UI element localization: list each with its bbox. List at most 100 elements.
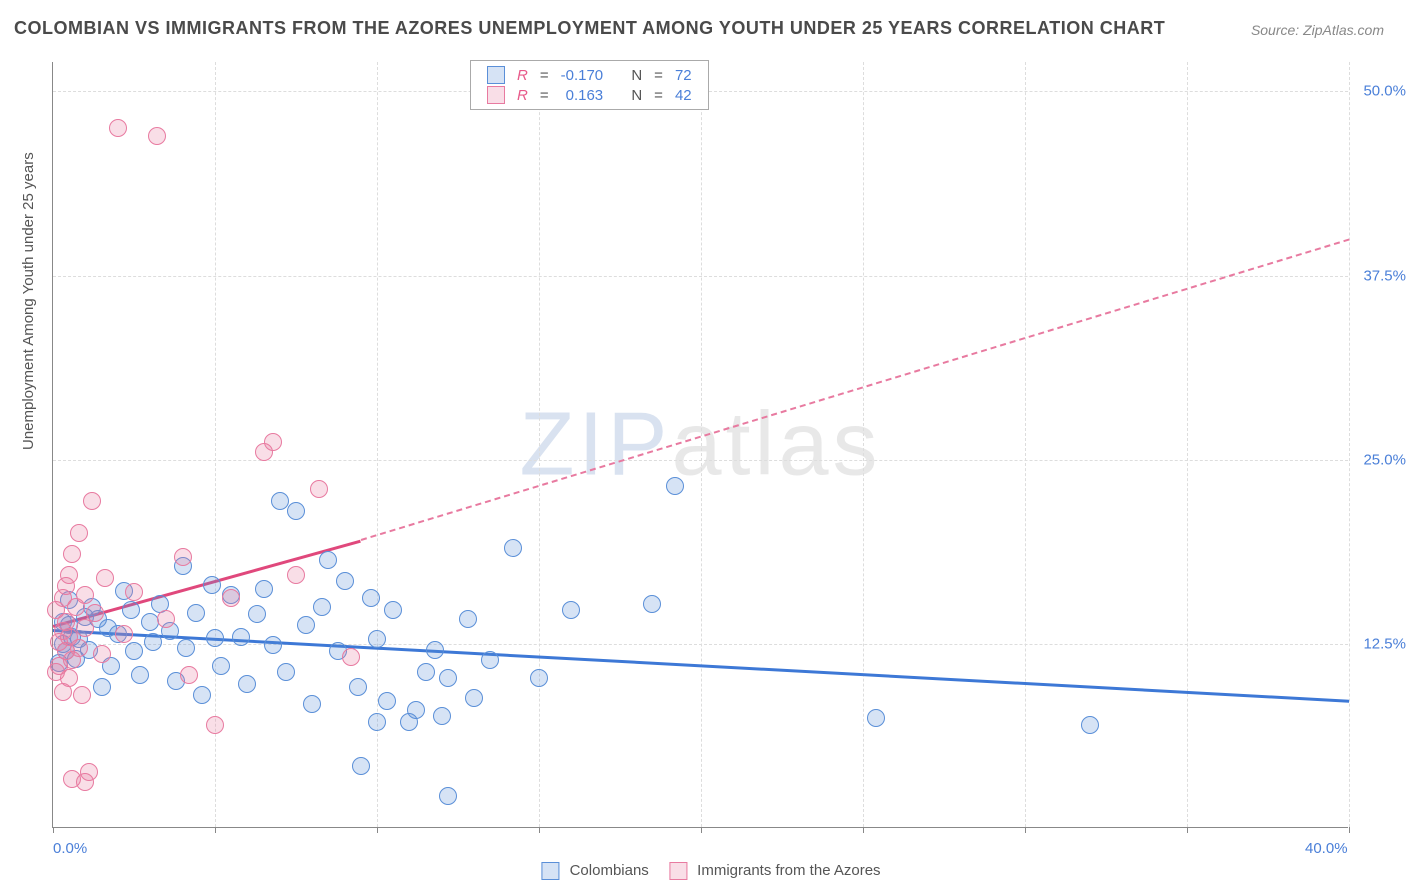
x-tick — [53, 827, 54, 833]
data-point — [206, 629, 224, 647]
data-point — [264, 433, 282, 451]
data-point — [115, 625, 133, 643]
data-point — [481, 651, 499, 669]
data-point — [1081, 716, 1099, 734]
data-point — [203, 576, 221, 594]
x-tick-label: 0.0% — [53, 840, 87, 857]
data-point — [141, 613, 159, 631]
legend-bottom-swatch-0 — [541, 862, 559, 880]
legend-r-value-1: 0.163 — [555, 85, 610, 105]
legend-r-label: R — [517, 67, 528, 84]
y-tick-label: 12.5% — [1363, 635, 1406, 652]
legend-bottom-swatch-1 — [669, 862, 687, 880]
data-point — [70, 524, 88, 542]
gridline-v — [539, 62, 540, 827]
y-tick-label: 50.0% — [1363, 83, 1406, 100]
legend-r-label: R — [517, 87, 528, 104]
data-point — [303, 695, 321, 713]
data-point — [222, 589, 240, 607]
x-tick — [1349, 827, 1350, 833]
x-tick — [215, 827, 216, 833]
data-point — [148, 127, 166, 145]
data-point — [562, 601, 580, 619]
data-point — [93, 678, 111, 696]
gridline-v — [1349, 62, 1350, 827]
data-point — [417, 663, 435, 681]
data-point — [310, 480, 328, 498]
data-point — [342, 648, 360, 666]
data-point — [352, 757, 370, 775]
data-point — [465, 689, 483, 707]
data-point — [76, 586, 94, 604]
data-point — [378, 692, 396, 710]
data-point — [271, 492, 289, 510]
data-point — [362, 589, 380, 607]
data-point — [287, 502, 305, 520]
legend-bottom-label-1: Immigrants from the Azores — [697, 862, 880, 879]
x-tick — [863, 827, 864, 833]
y-tick-label: 25.0% — [1363, 451, 1406, 468]
data-point — [439, 787, 457, 805]
legend-swatch-0 — [487, 66, 505, 84]
data-point — [264, 636, 282, 654]
plot-area: ZIPatlas 12.5%25.0%37.5%50.0%0.0%40.0% — [52, 62, 1348, 828]
gridline-v — [863, 62, 864, 827]
data-point — [125, 583, 143, 601]
data-point — [177, 639, 195, 657]
data-point — [232, 628, 250, 646]
data-point — [63, 545, 81, 563]
legend-equals: = — [534, 85, 555, 105]
data-point — [70, 639, 88, 657]
legend-correlation: R = -0.170 N = 72 R = 0.163 N = 42 — [470, 60, 709, 110]
data-point — [144, 633, 162, 651]
x-tick — [539, 827, 540, 833]
x-tick — [701, 827, 702, 833]
trend-line — [361, 239, 1350, 541]
data-point — [867, 709, 885, 727]
chart-container: COLOMBIAN VS IMMIGRANTS FROM THE AZORES … — [0, 0, 1406, 892]
gridline-v — [701, 62, 702, 827]
x-tick-label: 40.0% — [1305, 840, 1348, 857]
legend-row-series-1: R = 0.163 N = 42 — [481, 85, 698, 105]
data-point — [643, 595, 661, 613]
data-point — [433, 707, 451, 725]
data-point — [439, 669, 457, 687]
data-point — [368, 630, 386, 648]
data-point — [93, 645, 111, 663]
data-point — [83, 492, 101, 510]
data-point — [313, 598, 331, 616]
gridline-v — [215, 62, 216, 827]
data-point — [122, 601, 140, 619]
watermark-prefix: ZIP — [519, 394, 671, 494]
data-point — [206, 716, 224, 734]
data-point — [109, 119, 127, 137]
data-point — [349, 678, 367, 696]
data-point — [86, 604, 104, 622]
data-point — [187, 604, 205, 622]
data-point — [530, 669, 548, 687]
data-point — [60, 669, 78, 687]
data-point — [193, 686, 211, 704]
legend-n-label: N — [625, 85, 648, 105]
data-point — [426, 641, 444, 659]
data-point — [459, 610, 477, 628]
data-point — [248, 605, 266, 623]
data-point — [60, 566, 78, 584]
legend-n-value-1: 42 — [669, 85, 698, 105]
legend-swatch-1 — [487, 86, 505, 104]
data-point — [287, 566, 305, 584]
data-point — [73, 686, 91, 704]
data-point — [297, 616, 315, 634]
data-point — [125, 642, 143, 660]
legend-row-series-0: R = -0.170 N = 72 — [481, 65, 698, 85]
chart-title: COLOMBIAN VS IMMIGRANTS FROM THE AZORES … — [14, 18, 1165, 39]
legend-equals: = — [648, 65, 669, 85]
y-axis-title: Unemployment Among Youth under 25 years — [20, 152, 37, 450]
data-point — [504, 539, 522, 557]
legend-equals: = — [534, 65, 555, 85]
data-point — [277, 663, 295, 681]
legend-series: Colombians Immigrants from the Azores — [525, 862, 880, 880]
y-tick-label: 37.5% — [1363, 267, 1406, 284]
data-point — [174, 548, 192, 566]
data-point — [384, 601, 402, 619]
